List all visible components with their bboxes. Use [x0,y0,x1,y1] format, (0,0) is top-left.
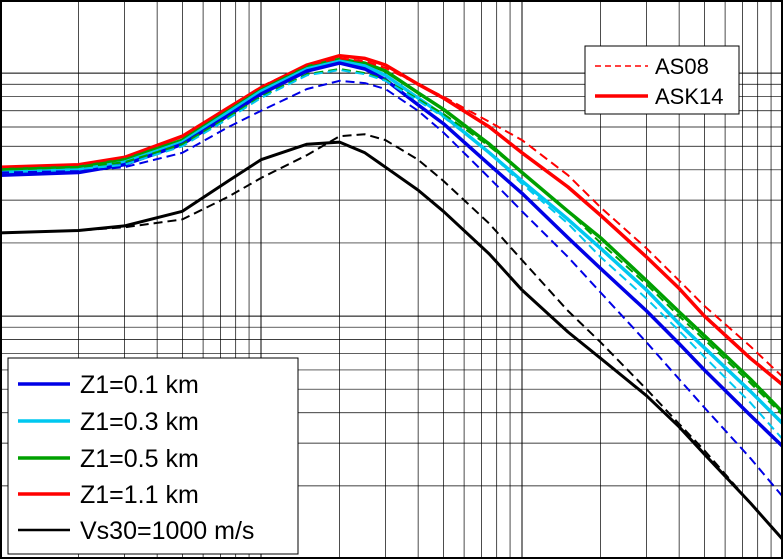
legend-model-box [584,45,740,115]
legend-model-label-1: ASK14 [655,84,724,109]
legend-model-label-0: AS08 [655,54,709,79]
series-line-as08-vs30-1000-m-s [0,133,783,541]
series-line-as08-z1-1-1-km [0,57,783,378]
legend-model: AS08 ASK14 [584,45,740,115]
series-line-ask14-vs30-1000-m-s [0,140,783,541]
series-layer [0,53,783,541]
legend-site-label-1: Z1=0.3 km [80,408,199,436]
legend-site-label-0: Z1=0.1 km [80,371,199,399]
series-line-ask14-z1-0-3-km [0,59,783,426]
legend-site-label-3: Z1=1.1 km [80,481,199,509]
legend-site: Z1=0.1 km Z1=0.3 km Z1=0.5 km Z1=1.1 km … [7,357,299,555]
legend-site-label-2: Z1=0.5 km [80,445,199,473]
series-line-as08-z1-0-1-km [0,79,783,498]
legend-site-label-4: Vs30=1000 m/s [80,517,254,545]
series-line-as08-z1-0-5-km [0,68,783,417]
legend-site-box [7,357,299,555]
series-line-as08-z1-0-3-km [0,69,783,441]
